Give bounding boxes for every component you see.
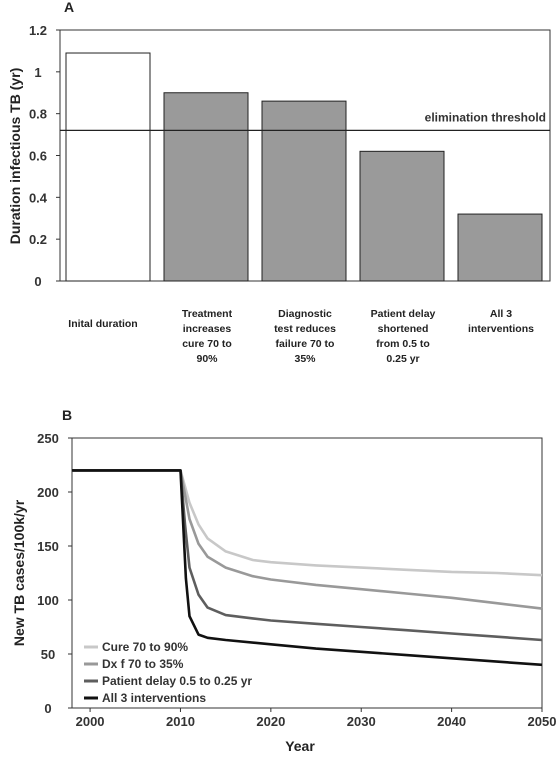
panel-b-x-tick-label: 2010	[166, 714, 195, 729]
panel-a-y-tick-label: 1	[34, 65, 41, 80]
legend-label-2: Dx f 70 to 35%	[102, 657, 184, 671]
legend-label-3: Patient delay 0.5 to 0.25 yr	[102, 674, 252, 688]
legend-label-4: All 3 interventions	[102, 691, 206, 705]
panel-b-x-tick-label: 2020	[256, 714, 285, 729]
panel-b-x-axis-title: Year	[285, 738, 315, 754]
panel-b-y-tick-label: 200	[37, 485, 59, 500]
panel-b-y-tick-label: 50	[41, 647, 55, 662]
panel-b-x-tick-label: 2040	[437, 714, 466, 729]
bar-5	[457, 213, 543, 282]
panel-b-y-tick-label: 100	[37, 593, 59, 608]
panel-a-y-tick-label: 0.6	[29, 149, 47, 164]
category-label-4: Patient delay shortened from 0.5 to 0.25 yr	[371, 308, 436, 365]
panel-b-y-tick-label: 250	[37, 431, 59, 446]
bar-3	[261, 100, 347, 282]
panel-b-x-tick-label: 2050	[528, 714, 557, 729]
bar-2	[163, 92, 249, 282]
panel-b-y-tick-label: 150	[37, 539, 59, 554]
legend-label-1: Cure 70 to 90%	[102, 640, 188, 654]
panel-b-x-tick-label: 2000	[76, 714, 105, 729]
elimination-threshold-label: elimination threshold	[425, 110, 546, 124]
panel-a-y-tick-label: 0.4	[29, 190, 48, 205]
panel-b-y-axis-title: New TB cases/100k/yr	[11, 499, 27, 646]
panel-a-y-tick-label: 0.2	[29, 232, 47, 247]
series-line-1	[72, 469, 543, 577]
panel-a-y-axis-title: Duration infectious TB (yr)	[7, 68, 23, 245]
panel-a-y-tick-label: 0	[34, 274, 41, 289]
category-label-5: All 3 interventions	[468, 308, 534, 335]
series-line-4	[72, 469, 543, 667]
category-label-1: Inital duration	[68, 318, 137, 330]
panel-b-plot-frame	[71, 437, 543, 709]
category-label-3: Diagnostic test reduces failure 70 to 35%	[274, 308, 336, 365]
panel-b-y-tick-label: 0	[44, 701, 51, 716]
bar-1	[65, 52, 151, 282]
series-line-2	[72, 469, 543, 610]
panel-b-x-tick-label: 2030	[347, 714, 376, 729]
panel-a-label: A	[64, 0, 74, 15]
panel-a-y-tick-label: 0.8	[29, 107, 47, 122]
panel-a-bar-chart: 0 0.2 0.4 0.6 0.8 1 1.2 Inital duration Treatme…	[7, 23, 551, 365]
panel-a-y-tick-label: 1.2	[29, 23, 47, 38]
bar-4	[359, 150, 445, 282]
series-line-3	[72, 469, 543, 642]
category-label-2: Treatment increases cure 70 to 90%	[182, 308, 233, 365]
panel-b-label: B	[62, 407, 72, 423]
